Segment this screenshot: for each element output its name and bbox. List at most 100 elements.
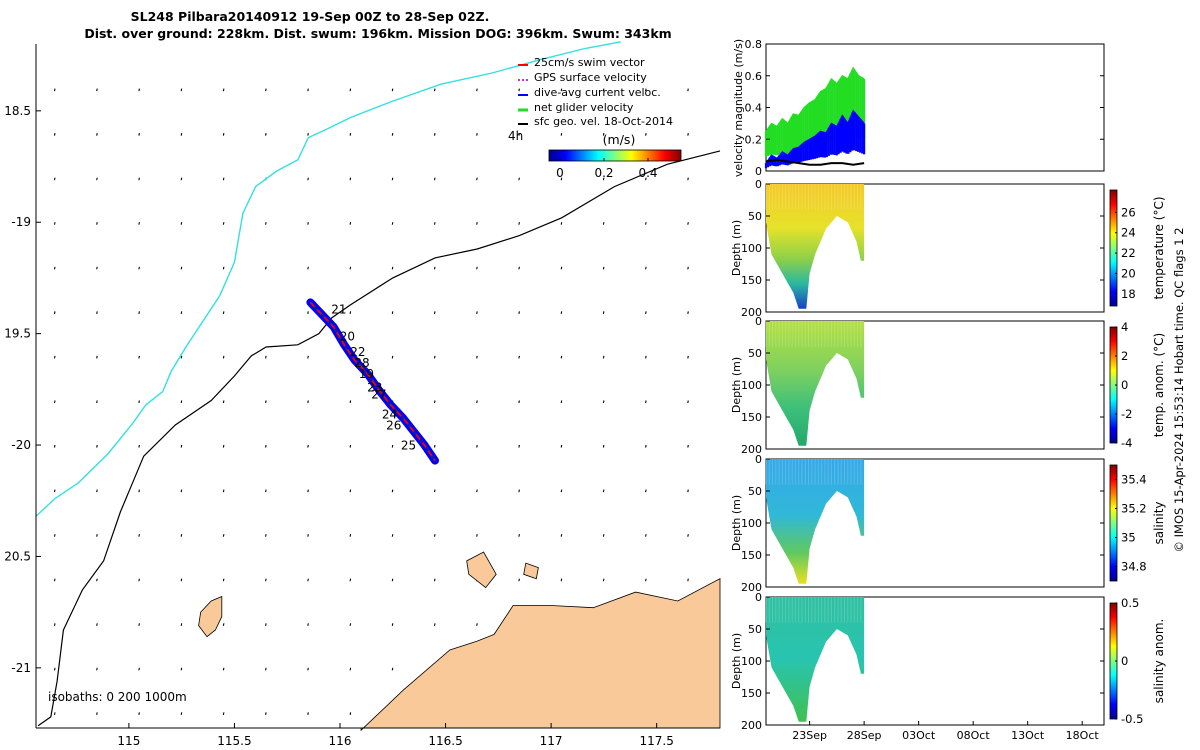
velocity-vector (53, 88, 56, 92)
velocity-vector (687, 222, 689, 225)
section-cbar-tick-label: -4 (1121, 436, 1132, 450)
velocity-vector (96, 132, 98, 136)
velocity-vector (307, 623, 309, 626)
velocity-vector (391, 177, 394, 181)
legend-label-sfc: sfc geo. vel. 18-Oct-2014 (534, 115, 673, 128)
velocity-vector (180, 712, 183, 716)
velocity-vector (645, 177, 647, 181)
section-cbar-tick-label: 34.8 (1121, 560, 1147, 574)
velocity-vector (265, 489, 267, 493)
velocity-vector (349, 177, 352, 181)
velocity-y-tick-label: 0.2 (745, 133, 763, 146)
velocity-vector (602, 311, 605, 315)
velocity-vector (602, 444, 605, 448)
velocity-vector (602, 177, 605, 181)
velocity-vector (307, 222, 309, 225)
velocity-vector (433, 444, 436, 448)
map-colorbar: (m/s) 0 0.2 0.4 (548, 132, 682, 180)
section-x-tick-label: 08Oct (957, 729, 991, 742)
velocity-vector (645, 534, 647, 537)
velocity-vector (349, 222, 352, 225)
velocity-vector (180, 88, 183, 92)
section-temp-anom: 0 50 100 150 200 Depth (m) 4 2 0 -2 -4 temp. anom. … (730, 315, 1166, 456)
velocity-series-line (765, 109, 865, 164)
velocity-vector (349, 712, 352, 716)
section-fill (766, 321, 865, 446)
velocity-vector (138, 132, 140, 136)
title-line-2: Dist. over ground: 228km. Dist. swum: 19… (84, 26, 671, 41)
section-y-tick-label: 0 (755, 315, 762, 328)
velocity-vector (180, 667, 183, 671)
velocity-vector (518, 266, 520, 270)
velocity-vector (307, 712, 309, 716)
velocity-vector (645, 222, 647, 225)
section-cbar-tick-label: 0 (1121, 378, 1128, 392)
velocity-vector (602, 489, 605, 493)
section-cbar-tick-label: 35 (1121, 531, 1136, 545)
velocity-vector (96, 623, 98, 626)
velocity-vector (307, 489, 309, 493)
velocity-vector (265, 355, 267, 359)
velocity-vector (307, 355, 309, 359)
velocity-vector (180, 177, 183, 181)
map-colorbar-ticks: 0 0.2 0.4 (556, 158, 658, 180)
title-line-1: SL248 Pilbara20140912 19-Sep 00Z to 28-S… (131, 9, 490, 24)
map-colorbar-gradient (548, 149, 682, 162)
velocity-vector (560, 444, 563, 448)
velocity-vector (560, 355, 563, 359)
velocity-vector (391, 667, 394, 671)
section-x-tick-label: 03Oct (902, 729, 936, 742)
velocity-vector (53, 578, 56, 582)
velocity-vector (391, 578, 394, 582)
velocity-vector (687, 132, 689, 136)
velocity-vector (222, 88, 225, 92)
map-y-tick-label: -21 (11, 661, 31, 675)
velocity-vector (222, 132, 225, 136)
velocity-vector (645, 88, 647, 92)
section-x-tick-label: 23Sep (792, 729, 827, 742)
velocity-vector (138, 266, 140, 270)
velocity-vector (53, 132, 56, 136)
velocity-y-tick-label: 0.6 (745, 70, 763, 83)
velocity-vector (265, 88, 267, 92)
velocity-vector (391, 355, 394, 359)
velocity-vector (265, 667, 267, 671)
velocity-vector (476, 623, 478, 626)
velocity-vector (391, 444, 394, 448)
velocity-vector (53, 712, 56, 716)
velocity-vector (53, 222, 56, 225)
velocity-vector (138, 444, 140, 448)
section-cbar-tick-label: 35.2 (1121, 502, 1147, 516)
legend-item-current: dive-avg current veloc. (518, 86, 661, 99)
section-y-tick-label: 50 (748, 210, 762, 223)
velocity-vector (307, 311, 309, 315)
section-colorbar-label: salinity anom. (1152, 619, 1166, 704)
copyright-note: © IMOS 15-Apr-2024 15:53:14 Hobart time.… (1172, 227, 1186, 552)
velocity-vector (433, 534, 436, 537)
section-cbar-tick-label: 24 (1121, 226, 1136, 240)
section-fill (766, 459, 865, 584)
map-cbar-tick-label: 0.2 (594, 166, 613, 180)
velocity-vector (433, 222, 436, 225)
velocity-vector (138, 534, 140, 537)
section-y-tick-label: 100 (741, 517, 762, 530)
velocity-vector (349, 400, 352, 404)
map-cbar-tick-label: 0.4 (638, 166, 657, 180)
velocity-vector (222, 623, 225, 626)
velocity-vector (687, 444, 689, 448)
velocity-vector (602, 266, 605, 270)
map-x-tick-label: 116.5 (428, 734, 462, 748)
velocity-vector (518, 578, 520, 582)
section-colorbar-label: temperature (°C) (1152, 197, 1166, 300)
day-label: 25 (401, 439, 416, 453)
velocity-vector (138, 400, 140, 404)
velocity-vector (602, 88, 605, 92)
section-y-label: Depth (m) (730, 633, 743, 689)
section-x-tick-label: 13Oct (1011, 729, 1045, 742)
velocity-vector (518, 400, 520, 404)
section-temperature: 0 50 100 150 200 Depth (m) 18 20 22 24 26 temperatu… (730, 178, 1166, 319)
legend-item-swim: 25cm/s swim vector (518, 56, 645, 69)
legend-label-current: dive-avg current veloc. (534, 86, 661, 99)
velocity-vector (96, 222, 98, 225)
